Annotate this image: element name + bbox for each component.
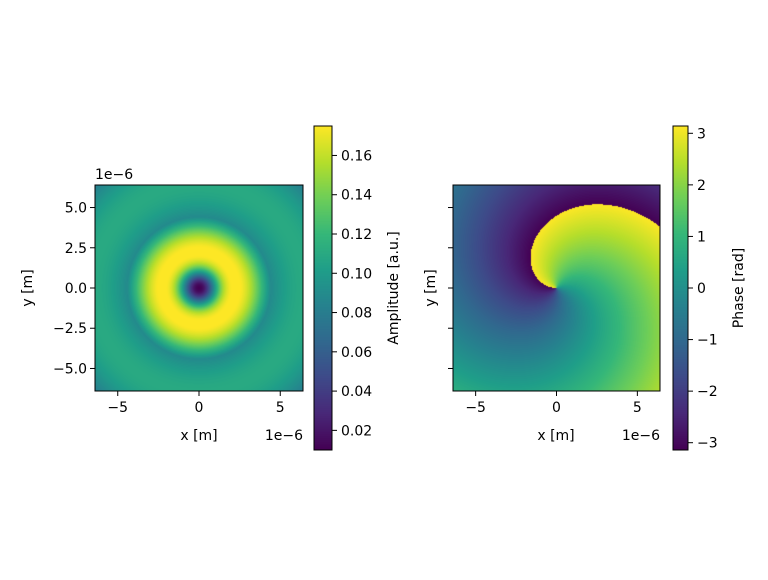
amplitude-colorbar-frame: [313, 125, 333, 451]
amplitude-colorbar-tick-label: 0.02: [341, 423, 372, 439]
phase-x-ticks: −5 0 5: [465, 391, 642, 416]
phase-colorbar-tick-label: −3: [697, 436, 718, 452]
phase-x-tick-label: 0: [552, 400, 561, 416]
amplitude-colorbar-tick-label: 0.08: [341, 306, 372, 322]
amplitude-x-tick-label: 0: [195, 400, 204, 416]
amplitude-heatmap: [95, 185, 303, 391]
phase-colorbar: [673, 126, 688, 450]
amplitude-colorbar-ticks: 0.02 0.04 0.06 0.08 0.10 0.12 0.14 0.16: [332, 148, 372, 439]
amplitude-colorbar-label: Amplitude [a.u.]: [386, 231, 402, 344]
phase-heatmap: [453, 185, 660, 391]
phase-x-offset-label: 1e−6: [622, 428, 660, 444]
amplitude-panel: −5 0 5 −5.0 −2.5 0.0 2.5 5.0 1e−6 1e−6 x [m] y…: [20, 125, 402, 451]
phase-colorbar-tick-label: 1: [697, 229, 706, 245]
phase-y-axis-label: y [m]: [423, 269, 439, 306]
phase-colorbar-tick-label: 0: [697, 281, 706, 297]
amplitude-x-offset-label: 1e−6: [265, 428, 303, 444]
amplitude-colorbar-tick-label: 0.16: [341, 148, 372, 164]
amplitude-y-tick-label: 0.0: [65, 281, 87, 297]
phase-colorbar-tick-label: −1: [697, 333, 718, 349]
phase-colorbar-tick-label: −2: [697, 384, 718, 400]
amplitude-x-tick-label: −5: [107, 400, 128, 416]
phase-colorbar-tick-label: 3: [697, 126, 706, 142]
amplitude-y-ticks: −5.0 −2.5 0.0 2.5 5.0: [53, 201, 95, 377]
phase-x-tick-label: −5: [465, 400, 486, 416]
amplitude-y-axis-label: y [m]: [20, 269, 36, 306]
amplitude-x-ticks: −5 0 5: [107, 391, 285, 416]
amplitude-colorbar-tick-label: 0.12: [341, 227, 372, 243]
amplitude-y-tick-label: 5.0: [65, 201, 87, 217]
phase-colorbar-ticks: −3 −2 −1 0 1 2 3: [688, 126, 718, 452]
amplitude-colorbar: [314, 126, 332, 450]
amplitude-x-axis-label: x [m]: [180, 428, 217, 444]
amplitude-colorbar-tick-label: 0.10: [341, 266, 372, 282]
amplitude-y-tick-label: 2.5: [65, 241, 87, 257]
amplitude-x-tick-label: 5: [276, 400, 285, 416]
amplitude-colorbar-tick-label: 0.14: [341, 188, 372, 204]
amplitude-colorbar-tick-label: 0.04: [341, 384, 372, 400]
phase-colorbar-label: Phase [rad]: [731, 248, 747, 328]
phase-y-ticks: [448, 207, 453, 369]
phase-x-tick-label: 5: [633, 400, 642, 416]
phase-x-axis-label: x [m]: [537, 428, 574, 444]
amplitude-colorbar-tick-label: 0.06: [341, 345, 372, 361]
phase-panel: −5 0 5 1e−6 x [m] y [m] −3 −2 −1 0 1 2 3 Phase […: [423, 125, 747, 452]
phase-colorbar-tick-label: 2: [697, 178, 706, 194]
amplitude-y-tick-label: −2.5: [53, 321, 87, 337]
amplitude-y-tick-label: −5.0: [53, 361, 87, 377]
amplitude-y-offset-label: 1e−6: [95, 167, 133, 183]
